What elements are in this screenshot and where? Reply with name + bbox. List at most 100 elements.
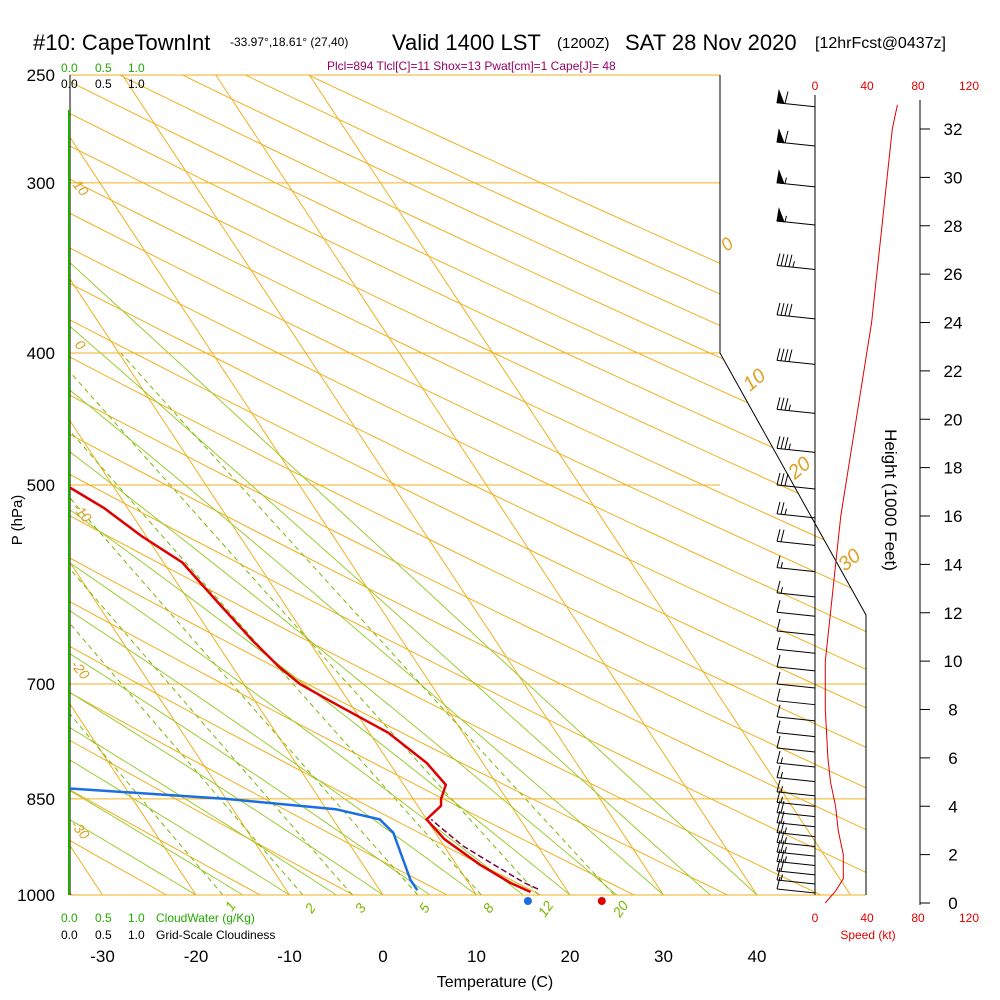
height-tick-label: 16 <box>944 507 963 526</box>
dry-adiabat-line <box>70 601 635 895</box>
pressure-tick-label: 500 <box>27 476 55 495</box>
dewpoint-line <box>70 787 419 891</box>
dry-adiabat-line <box>70 474 720 804</box>
moist-adiabat-line <box>70 325 711 895</box>
station-title: #10: CapeTownInt <box>33 30 210 55</box>
cloudiness-tick: 1.0 <box>128 928 145 942</box>
pressure-tick-label: 300 <box>27 174 55 193</box>
temperature-tick-label: 30 <box>654 947 673 966</box>
wind-barb <box>776 436 816 453</box>
wind-barb <box>776 671 816 689</box>
wind-barb <box>776 720 816 738</box>
dry-adiabat-line <box>70 692 448 895</box>
dry-adiabat-line <box>70 557 720 892</box>
parcel-trace-line <box>430 818 539 890</box>
wind-barb <box>776 654 816 672</box>
height-tick-label: 28 <box>944 217 963 236</box>
wind-barb <box>776 779 816 797</box>
dry-adiabat-line <box>70 145 720 459</box>
temperature-axis: -30 -20 -10 0 10 20 30 40 <box>90 947 766 966</box>
dry-adiabat-line <box>70 356 720 680</box>
wind-barb <box>776 876 816 894</box>
mixing-ratio-label: 20 <box>609 898 632 921</box>
temperature-line <box>70 486 532 894</box>
surface-temperature-dot <box>597 897 606 905</box>
wind-barb <box>776 618 816 636</box>
dry-adiabat-line <box>70 282 720 603</box>
height-tick-label: 0 <box>948 894 957 913</box>
surface-dewpoint-dot <box>523 897 532 905</box>
wind-barb <box>776 348 816 365</box>
wind-barb <box>776 168 816 188</box>
wind-barb <box>776 839 816 857</box>
height-tick-label: 8 <box>948 701 957 720</box>
wind-barb <box>776 302 816 320</box>
wind-barb <box>776 88 816 108</box>
height-tick-label: 24 <box>944 314 963 333</box>
moist-adiabat-line <box>70 691 384 895</box>
moist-adiabat-line <box>70 790 244 895</box>
wind-barb <box>776 472 816 490</box>
wind-barb <box>776 600 816 617</box>
height-tick-label: 32 <box>944 120 963 139</box>
pressure-axis: 250 300 400 500 700 850 1000 <box>17 66 55 905</box>
speed-tick-label: 0 <box>812 911 819 925</box>
valid-date: SAT 28 Nov 2020 <box>625 30 797 55</box>
cloudwater-tick: 1.0 <box>128 61 145 75</box>
isobar-lines <box>70 74 866 896</box>
wind-barb <box>776 750 816 768</box>
speed-axis-label: Speed (kt) <box>840 928 895 942</box>
height-tick-label: 12 <box>944 604 963 623</box>
cloud-scale-top: 0.0 0.5 1.0 0.0 0.5 1.0 <box>61 61 145 91</box>
speed-tick-label: 120 <box>959 79 979 93</box>
mixing-ratio-line <box>120 352 615 895</box>
moist-adiabat-line <box>70 389 664 895</box>
cloudiness-tick: 1.0 <box>128 77 145 91</box>
speed-tick-label: 40 <box>860 911 874 925</box>
moist-adiabat-line <box>70 759 290 895</box>
dry-adiabat-line <box>70 81 720 391</box>
dry-adiabat-line <box>70 515 720 848</box>
height-tick-label: 30 <box>944 168 963 187</box>
temperature-tick-label: 10 <box>467 947 486 966</box>
height-tick-label: 6 <box>948 749 957 768</box>
pressure-tick-label: 400 <box>27 344 55 363</box>
wind-barb <box>776 555 816 573</box>
wind-barb <box>776 207 816 226</box>
temperature-tick-label: 20 <box>561 947 580 966</box>
dry-adiabat-line <box>70 645 541 895</box>
mixing-ratio-line <box>70 713 224 895</box>
isotherm-line <box>70 561 290 895</box>
wind-barb <box>776 688 816 706</box>
height-tick-label: 18 <box>944 459 963 478</box>
temperature-tick-label: 40 <box>748 947 767 966</box>
height-tick-label: 22 <box>944 362 963 381</box>
cloudiness-tick: 0.5 <box>95 928 112 942</box>
temperature-tick-label: -10 <box>277 947 302 966</box>
dry-adiabat-line <box>70 113 720 425</box>
height-tick-label: 10 <box>944 652 963 671</box>
cloudwater-tick: 0.0 <box>61 911 78 925</box>
cloudwater-tick: 0.5 <box>95 911 112 925</box>
dry-adiabat-line <box>720 75 866 895</box>
mixing-ratio-line <box>70 622 304 895</box>
moist-adiabat-line <box>70 262 720 862</box>
temperature-tick-label: 0 <box>378 947 387 966</box>
cloudwater-tick: 1.0 <box>128 911 145 925</box>
dry-adiabat-line <box>70 739 354 895</box>
moist-adiabat-line <box>70 562 524 895</box>
speed-tick-label: 80 <box>911 79 925 93</box>
height-tick-label: 2 <box>948 846 957 865</box>
moist-adiabat-line <box>70 653 431 895</box>
cloudwater-tick: 0.5 <box>95 61 112 75</box>
isotherm-line <box>70 703 197 895</box>
wind-barb <box>776 867 816 885</box>
temperature-axis-label: Temperature (C) <box>437 974 553 991</box>
cloudiness-tick: 0.0 <box>61 77 78 91</box>
moist-adiabat-line <box>70 509 571 895</box>
dry-adiabat-line <box>70 394 720 721</box>
temperature-tick-label: -20 <box>184 947 209 966</box>
speed-tick-label: 0 <box>812 79 819 93</box>
isotherm-line <box>720 75 851 895</box>
